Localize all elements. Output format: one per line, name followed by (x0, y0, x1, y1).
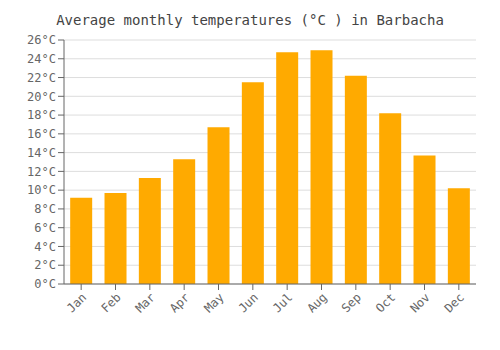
svg-text:Dec: Dec (442, 290, 467, 315)
svg-text:8°C: 8°C (34, 202, 56, 216)
svg-text:May: May (201, 290, 226, 315)
svg-text:Nov: Nov (407, 290, 432, 315)
svg-text:Jun: Jun (236, 290, 261, 315)
svg-text:Oct: Oct (373, 290, 398, 315)
svg-text:Mar: Mar (133, 290, 158, 315)
svg-text:14°C: 14°C (27, 146, 56, 160)
svg-text:20°C: 20°C (27, 90, 56, 104)
svg-text:18°C: 18°C (27, 108, 56, 122)
svg-text:2°C: 2°C (34, 258, 56, 272)
svg-text:16°C: 16°C (27, 127, 56, 141)
svg-text:Sep: Sep (339, 290, 364, 315)
svg-text:10°C: 10°C (27, 183, 56, 197)
svg-text:Feb: Feb (98, 290, 123, 315)
svg-text:12°C: 12°C (27, 165, 56, 179)
svg-text:22°C: 22°C (27, 71, 56, 85)
svg-text:26°C: 26°C (27, 33, 56, 47)
html-text:Average monthly temperatures (: Average monthly temperatures (°C ) in Ba… (56, 12, 444, 28)
svg-text:4°C: 4°C (34, 240, 56, 254)
svg-text:24°C: 24°C (27, 52, 56, 66)
svg-text:Jan: Jan (64, 290, 89, 315)
svg-text:6°C: 6°C (34, 221, 56, 235)
svg-text:0°C: 0°C (34, 277, 56, 291)
svg-text:Apr: Apr (167, 290, 192, 315)
svg-text:Aug: Aug (304, 290, 329, 315)
svg-text:Jul: Jul (270, 290, 295, 315)
